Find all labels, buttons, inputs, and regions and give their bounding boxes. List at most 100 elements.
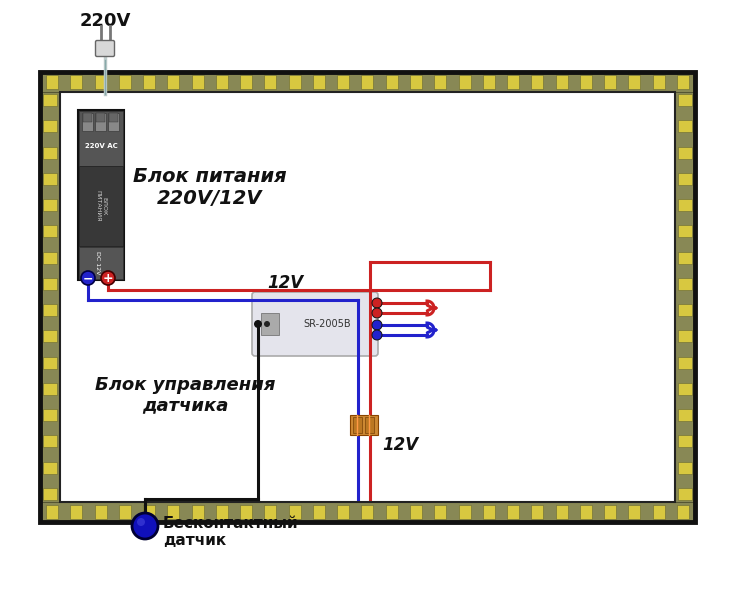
Bar	[531, 505, 543, 519]
Bar	[386, 75, 398, 89]
Bar	[313, 75, 325, 89]
Bar	[192, 75, 204, 89]
Bar	[43, 252, 57, 264]
Bar	[43, 330, 57, 342]
Circle shape	[372, 330, 382, 340]
Bar	[483, 75, 495, 89]
Bar	[678, 147, 692, 158]
Text: +: +	[103, 273, 113, 286]
Bar	[678, 199, 692, 211]
Bar	[628, 75, 640, 89]
FancyBboxPatch shape	[96, 41, 115, 57]
Circle shape	[101, 271, 115, 285]
Circle shape	[137, 518, 145, 526]
Bar	[95, 75, 107, 89]
Bar	[313, 505, 325, 519]
Bar	[46, 75, 58, 89]
Bar	[556, 75, 567, 89]
Bar	[43, 488, 57, 500]
Bar	[109, 113, 118, 122]
Bar	[365, 417, 374, 433]
Bar	[143, 505, 155, 519]
Bar	[337, 75, 349, 89]
Bar	[604, 75, 616, 89]
Circle shape	[372, 320, 382, 330]
Bar	[653, 75, 664, 89]
Bar	[507, 505, 519, 519]
Circle shape	[372, 308, 382, 318]
Bar	[678, 173, 692, 185]
Bar	[78, 110, 124, 280]
Bar	[678, 357, 692, 369]
Bar	[79, 111, 123, 166]
Bar	[43, 147, 57, 158]
Bar	[678, 488, 692, 500]
Bar	[119, 505, 131, 519]
Bar	[43, 357, 57, 369]
Bar	[261, 313, 279, 335]
Circle shape	[81, 271, 95, 285]
Bar	[677, 505, 689, 519]
Bar	[675, 92, 695, 502]
Bar	[434, 75, 446, 89]
Bar	[362, 505, 373, 519]
Bar	[678, 252, 692, 264]
Bar	[386, 505, 398, 519]
Circle shape	[264, 321, 270, 327]
Bar	[459, 505, 470, 519]
Bar	[410, 505, 422, 519]
Circle shape	[372, 298, 382, 308]
Bar	[192, 505, 204, 519]
Bar	[677, 75, 689, 89]
Bar	[168, 505, 179, 519]
Bar	[337, 505, 349, 519]
Bar	[678, 435, 692, 448]
Bar	[143, 75, 155, 89]
Bar	[678, 383, 692, 395]
Bar	[678, 226, 692, 237]
Text: −: −	[83, 273, 93, 286]
Text: DC 12V: DC 12V	[96, 251, 101, 274]
Bar	[46, 505, 58, 519]
Bar	[108, 113, 119, 131]
Bar	[82, 113, 93, 131]
Bar	[289, 75, 301, 89]
Bar	[43, 462, 57, 474]
Bar	[43, 383, 57, 395]
Bar	[168, 75, 179, 89]
Bar	[43, 173, 57, 185]
Bar	[43, 435, 57, 448]
Text: Блок питания
220V/12V: Блок питания 220V/12V	[133, 167, 287, 209]
Bar	[653, 505, 664, 519]
Circle shape	[132, 513, 158, 539]
Bar	[71, 75, 82, 89]
Text: БЛОК
ПИТАНИЯ: БЛОК ПИТАНИЯ	[96, 190, 107, 221]
Bar	[60, 92, 675, 502]
Bar	[40, 72, 695, 92]
Bar	[43, 278, 57, 290]
Bar	[483, 505, 495, 519]
Bar	[580, 505, 592, 519]
Bar	[240, 75, 252, 89]
Bar	[678, 120, 692, 133]
Bar	[556, 505, 567, 519]
Bar	[350, 415, 378, 435]
Bar	[40, 72, 695, 522]
Bar	[43, 199, 57, 211]
Bar	[43, 94, 57, 106]
Text: SR-2005B: SR-2005B	[303, 319, 351, 329]
Bar	[95, 505, 107, 519]
Text: Блок управления
датчика: Блок управления датчика	[95, 376, 275, 415]
Bar	[79, 247, 123, 279]
Bar	[580, 75, 592, 89]
Bar	[531, 75, 543, 89]
Bar	[678, 94, 692, 106]
Bar	[362, 75, 373, 89]
Bar	[410, 75, 422, 89]
Bar	[216, 505, 228, 519]
Text: Бесконтактный
датчик: Бесконтактный датчик	[163, 516, 298, 548]
Bar	[216, 75, 228, 89]
Bar	[265, 505, 276, 519]
Bar	[353, 417, 362, 433]
FancyBboxPatch shape	[252, 292, 378, 356]
